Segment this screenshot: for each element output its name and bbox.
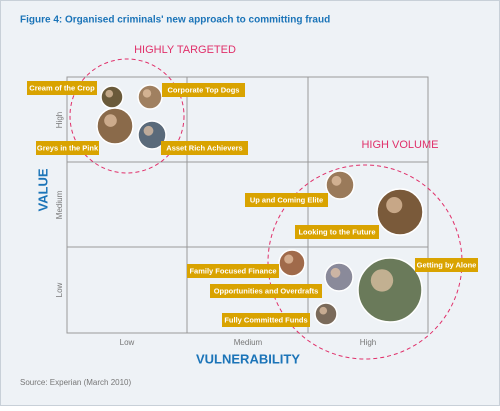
photo-highlight — [142, 89, 152, 98]
segment-label: Family Focused Finance — [189, 266, 276, 275]
zone-circle — [69, 58, 185, 174]
segment-photo — [96, 107, 134, 145]
segment-label: Asset Rich Achievers — [166, 143, 242, 152]
grid-frame — [66, 76, 429, 334]
segment-photo — [324, 262, 354, 292]
y-level-label: Medium — [55, 190, 64, 219]
segment-label: Fully Committed Funds — [224, 315, 307, 324]
photo-highlight — [386, 197, 403, 214]
segment-label: Getting by Alone — [417, 260, 477, 269]
segment-label: Greys in the Pink — [37, 143, 99, 152]
photo-highlight — [105, 89, 114, 98]
segment-photo — [357, 257, 423, 323]
segment-photo — [325, 170, 355, 200]
y-axis-title: VALUE — [35, 168, 50, 211]
source: Source: Experian (March 2010) — [20, 378, 132, 387]
segment-label: Up and Coming Elite — [250, 195, 323, 204]
y-level-label: Low — [55, 282, 64, 297]
segment-label: Opportunities and Overdrafts — [214, 286, 319, 295]
segment-label: Cream of the Crop — [29, 83, 95, 92]
segment-label-box — [27, 81, 97, 95]
x-level-label: Medium — [234, 338, 263, 347]
photo-highlight — [331, 175, 342, 186]
segment-label-box — [161, 141, 248, 155]
photo-highlight — [330, 267, 341, 278]
photo-highlight — [104, 114, 117, 127]
zone-label: HIGH VOLUME — [361, 139, 438, 151]
segment-label: Corporate Top Dogs — [168, 85, 240, 94]
x-axis-title: VULNERABILITY — [196, 351, 300, 366]
x-level-label: Low — [120, 338, 135, 347]
title: Figure 4: Organised criminals' new appro… — [20, 15, 330, 26]
y-level-label: High — [55, 112, 64, 128]
segment-label-box — [162, 83, 245, 97]
x-level-label: High — [360, 338, 376, 347]
segment-label-box — [36, 141, 99, 155]
grid — [66, 76, 429, 334]
photo-highlight — [143, 125, 154, 136]
segment-photo — [314, 302, 338, 326]
segment-photo — [100, 85, 124, 109]
segment-photo — [137, 84, 163, 110]
segment-label-box — [187, 264, 279, 278]
segment-label-box — [415, 258, 478, 272]
segment-label-box — [295, 225, 379, 239]
segment-label-box — [222, 313, 310, 327]
segment-label-box — [245, 193, 328, 207]
segment-label-box — [210, 284, 322, 298]
segment-label: Looking to the Future — [298, 227, 375, 236]
photo-highlight — [370, 269, 394, 292]
photo-highlight — [284, 254, 294, 264]
segment-photo — [278, 249, 306, 277]
photo-highlight — [319, 306, 328, 315]
zone-label: HIGHLY TARGETED — [134, 44, 236, 56]
segment-photo — [376, 188, 424, 236]
